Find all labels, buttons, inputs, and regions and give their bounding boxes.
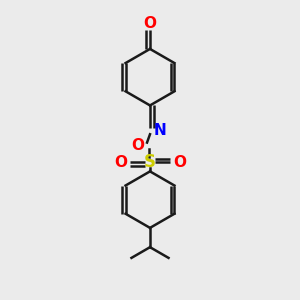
Text: S: S [144, 154, 156, 172]
Text: N: N [154, 123, 167, 138]
Text: O: O [131, 138, 144, 153]
Text: O: O [173, 155, 186, 170]
Text: O: O [143, 16, 157, 31]
Text: O: O [114, 155, 127, 170]
